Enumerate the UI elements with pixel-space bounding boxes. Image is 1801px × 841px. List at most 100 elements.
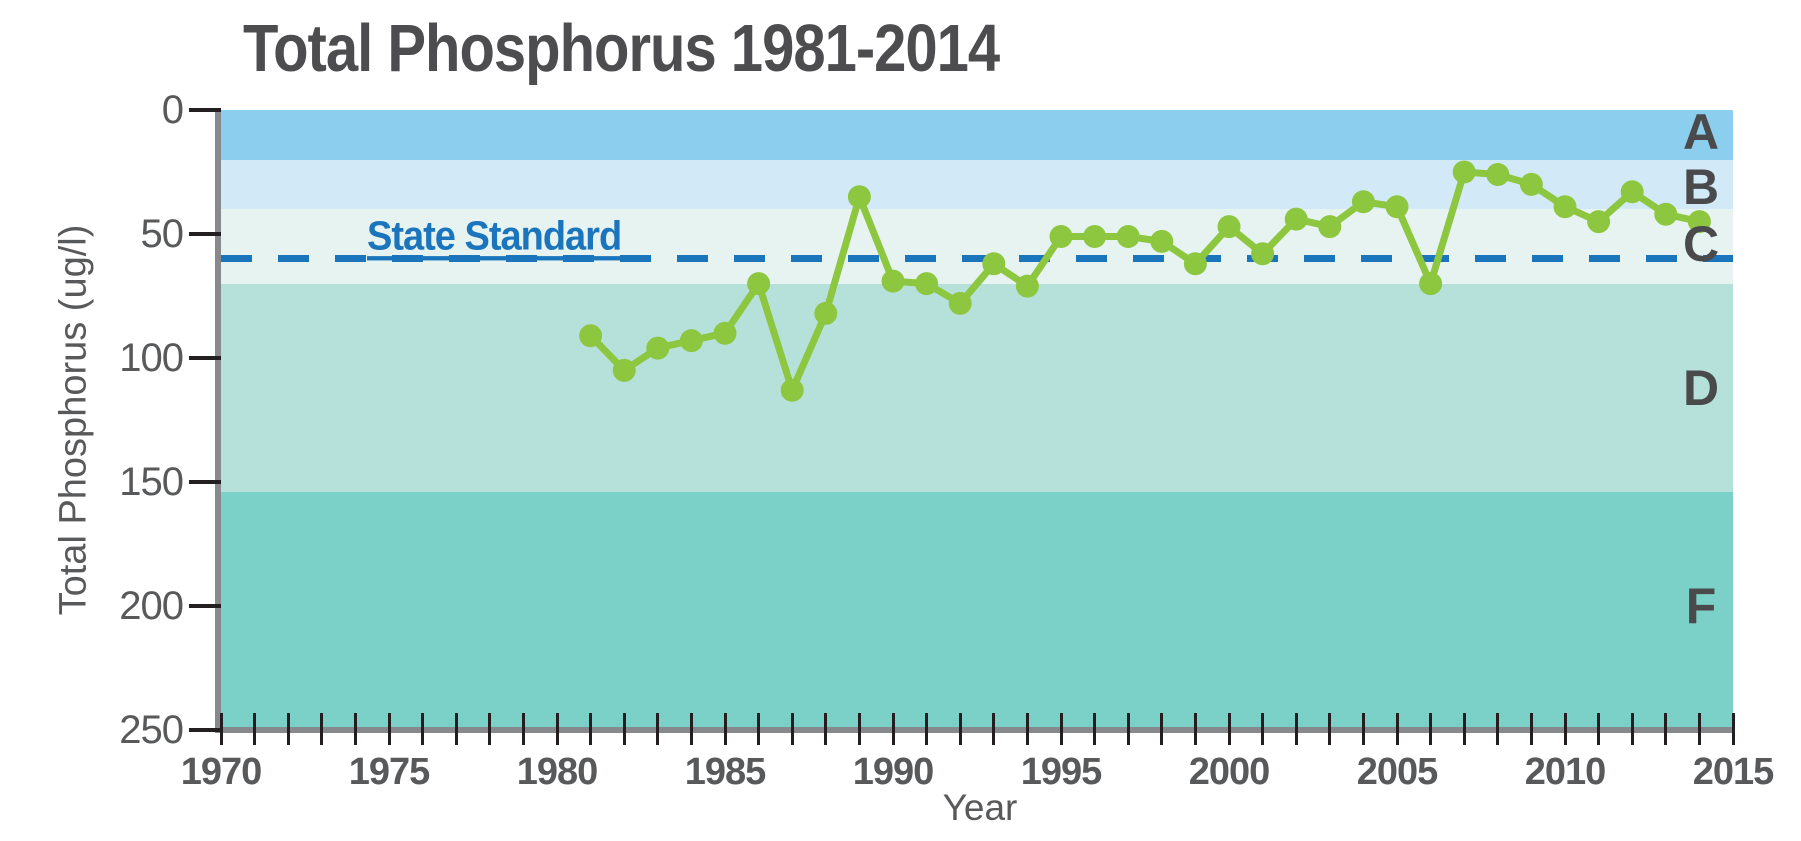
- data-point-1997: [1116, 225, 1140, 248]
- x-tick-1986: [757, 713, 761, 745]
- x-tick-label-1985: 1985: [684, 751, 767, 793]
- x-tick-label-2015: 2015: [1692, 751, 1775, 793]
- data-point-1993: [982, 252, 1006, 276]
- y-tick-50: [189, 232, 221, 236]
- data-point-2011: [1587, 210, 1611, 234]
- data-point-2009: [1519, 172, 1543, 196]
- data-point-1990: [881, 269, 905, 293]
- y-tick-label-0: 0: [161, 88, 184, 132]
- data-point-2014: [1687, 210, 1711, 234]
- x-tick-2001: [1261, 713, 1265, 745]
- x-tick-1989: [857, 713, 861, 745]
- x-tick-label-1990: 1990: [852, 751, 935, 793]
- x-tick-2010: [1563, 713, 1567, 745]
- data-point-2001: [1251, 242, 1275, 266]
- grade-band-B: [221, 159, 1733, 210]
- x-tick-1976: [421, 713, 425, 745]
- y-axis-line: [215, 110, 221, 733]
- x-tick-2012: [1630, 713, 1634, 745]
- y-tick-label-100: 100: [119, 336, 184, 380]
- data-point-1998: [1150, 229, 1174, 253]
- x-tick-2006: [1429, 713, 1433, 745]
- x-tick-2005: [1395, 713, 1399, 745]
- x-tick-label-1975: 1975: [348, 751, 431, 793]
- x-tick-1984: [689, 713, 693, 745]
- grade-band-D: [221, 283, 1733, 492]
- data-point-1996: [1083, 225, 1107, 248]
- x-tick-2007: [1462, 713, 1466, 745]
- data-point-2003: [1318, 215, 1342, 239]
- y-tick-250: [189, 728, 221, 732]
- x-tick-1995: [1059, 713, 1063, 745]
- x-tick-1987: [790, 713, 794, 745]
- x-tick-2008: [1496, 713, 1500, 745]
- data-point-2007: [1452, 160, 1476, 184]
- y-tick-label-50: 50: [140, 212, 185, 256]
- state-standard-label: State Standard: [367, 214, 622, 260]
- data-point-1982: [612, 358, 636, 382]
- x-tick-1973: [320, 713, 324, 745]
- x-tick-label-2010: 2010: [1524, 751, 1607, 793]
- x-tick-2011: [1597, 713, 1601, 745]
- y-tick-label-150: 150: [119, 460, 184, 504]
- grade-letter-B: B: [1682, 158, 1720, 215]
- x-axis-line: [215, 727, 1733, 733]
- y-tick-100: [189, 356, 221, 360]
- x-tick-2003: [1328, 713, 1332, 745]
- x-tick-1977: [454, 713, 458, 745]
- data-point-1991: [915, 272, 939, 296]
- data-point-1985: [713, 321, 737, 345]
- x-tick-1980: [555, 713, 559, 745]
- data-point-2012: [1620, 180, 1644, 204]
- x-tick-2004: [1361, 713, 1365, 745]
- data-point-1987: [780, 378, 804, 402]
- y-tick-200: [189, 604, 221, 608]
- data-point-2000: [1217, 215, 1241, 239]
- chart-title: Total Phosphorus 1981-2014: [243, 11, 1000, 86]
- x-tick-1994: [1025, 713, 1029, 745]
- x-tick-label-1970: 1970: [180, 751, 263, 793]
- data-point-1984: [679, 329, 703, 353]
- grade-band-F: [221, 491, 1733, 730]
- x-tick-label-1980: 1980: [516, 751, 599, 793]
- x-tick-1998: [1160, 713, 1164, 745]
- x-tick-2014: [1697, 713, 1701, 745]
- grade-letter-C: C: [1682, 215, 1720, 272]
- x-tick-1970: [219, 713, 223, 745]
- data-point-1988: [814, 301, 838, 325]
- data-point-1995: [1049, 225, 1073, 248]
- x-tick-1999: [1193, 713, 1197, 745]
- data-point-1986: [747, 272, 771, 296]
- x-axis-title: Year: [942, 787, 1018, 828]
- x-tick-2000: [1227, 713, 1231, 745]
- data-point-2002: [1284, 207, 1308, 231]
- grade-letter-A: A: [1682, 104, 1720, 161]
- y-axis-title: Total Phosphorus (ug/l): [52, 224, 95, 616]
- grade-letter-D: D: [1682, 359, 1720, 416]
- x-tick-2009: [1529, 713, 1533, 745]
- x-tick-1985: [723, 713, 727, 745]
- grade-band-C: [221, 209, 1733, 284]
- grade-band-A: [221, 110, 1733, 160]
- data-point-2013: [1654, 202, 1678, 226]
- data-point-1999: [1183, 252, 1207, 276]
- x-tick-label-1995: 1995: [1020, 751, 1103, 793]
- data-point-1981: [579, 324, 603, 348]
- x-tick-1997: [1126, 713, 1130, 745]
- data-point-1983: [646, 336, 670, 360]
- x-tick-2015: [1731, 713, 1735, 745]
- x-tick-1992: [958, 713, 962, 745]
- data-point-2005: [1385, 195, 1409, 219]
- y-tick-label-200: 200: [119, 584, 184, 628]
- y-tick-0: [189, 108, 221, 112]
- x-tick-1978: [488, 713, 492, 745]
- data-point-2004: [1351, 190, 1375, 214]
- x-tick-1979: [521, 713, 525, 745]
- x-tick-2002: [1294, 713, 1298, 745]
- x-tick-1991: [925, 713, 929, 745]
- data-point-2010: [1553, 195, 1577, 219]
- x-tick-1975: [387, 713, 391, 745]
- x-tick-1972: [286, 713, 290, 745]
- data-point-2006: [1419, 272, 1443, 296]
